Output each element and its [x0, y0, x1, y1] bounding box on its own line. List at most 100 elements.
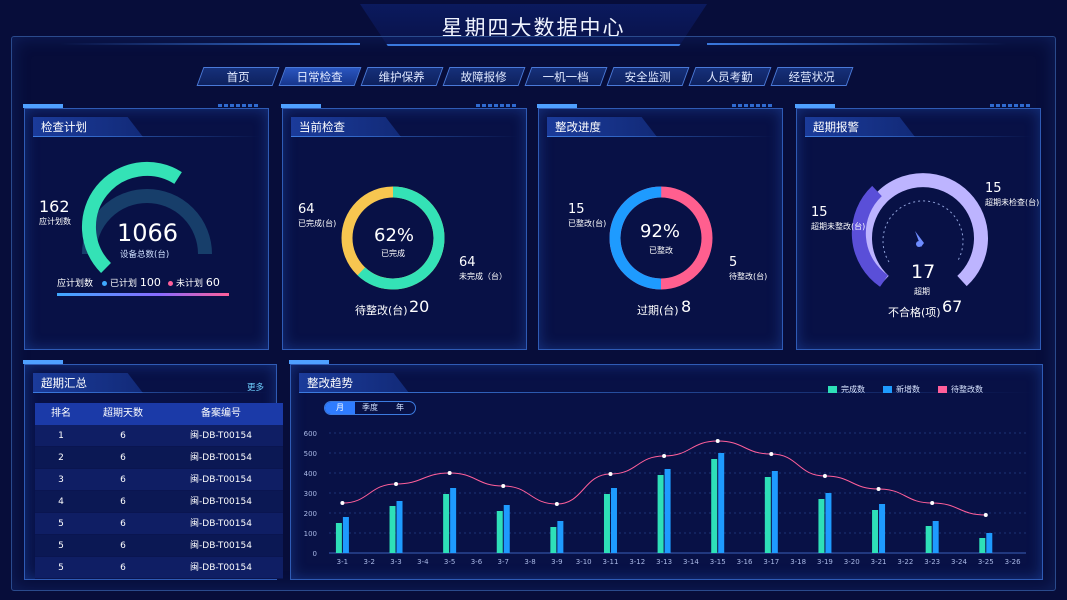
x-tick-label: 3-26 — [1005, 558, 1021, 566]
y-tick-label: 600 — [304, 430, 317, 438]
bar-done — [389, 506, 396, 553]
y-tick-label: 100 — [304, 530, 317, 538]
rectified-value: 15 — [568, 202, 585, 217]
x-tick-label: 3-21 — [871, 558, 887, 566]
x-tick-label: 3-16 — [737, 558, 753, 566]
fail-label: 不合格(项) — [888, 306, 941, 319]
rectify-percent: 92% — [640, 221, 681, 242]
panel-title: 当前检查 — [291, 117, 401, 137]
x-tick-label: 3-25 — [978, 558, 994, 566]
x-tick-label: 3-13 — [656, 558, 672, 566]
point-pending — [447, 471, 452, 475]
completed-label: 已完成(台) — [298, 219, 337, 228]
rectify-progress-panel: 整改进度 15 已整改(台) 92% 已整改 5 待整改(台) 过期(台) 8 — [537, 104, 783, 350]
nav-tab-attendance[interactable]: 人员考勤 — [688, 67, 772, 86]
donut-rectified — [609, 186, 713, 290]
check-percent: 62% — [374, 225, 415, 246]
table-row[interactable]: 5 6 闽-DB-T00154 — [35, 557, 283, 579]
gauge-progress — [81, 161, 182, 273]
point-pending — [608, 472, 613, 476]
header: 星期四大数据中心 — [0, 0, 1067, 50]
bar-new — [879, 504, 886, 553]
nav-tab-daily-check[interactable]: 日常检查 — [278, 67, 362, 86]
panel-title: 整改进度 — [547, 117, 657, 137]
bar-done — [872, 510, 879, 553]
nav-tab-repair[interactable]: 故障报修 — [442, 67, 526, 86]
table-row[interactable]: 3 6 闽-DB-T00154 — [35, 469, 283, 491]
trend-chart: 0 100 200 300 400 500 600 3-1 3-2 3-3 3-4 3-5 3-6 3-7… — [304, 430, 1026, 566]
donut-completed — [341, 186, 445, 290]
bar-done — [711, 459, 718, 553]
x-tick-label: 3-12 — [629, 558, 645, 566]
x-tick-label: 3-15 — [710, 558, 726, 566]
bar-new — [396, 501, 403, 553]
pending-value: 20 — [409, 297, 430, 316]
bar-new — [825, 493, 832, 553]
point-pending — [501, 484, 506, 488]
bar-new — [986, 533, 993, 553]
overdue-unchecked-label: 超期未检查(台) — [985, 198, 1040, 207]
gauge-progress — [851, 185, 889, 287]
nav-tab-safety[interactable]: 安全监测 — [606, 67, 690, 86]
table-row[interactable]: 2 6 闽-DB-T00154 — [35, 447, 283, 469]
period-quarter-button[interactable]: 季度 — [362, 403, 378, 412]
panel-title-underline — [291, 136, 518, 137]
period-month-button[interactable]: 月 — [325, 402, 355, 414]
more-link[interactable]: 更多 — [246, 383, 264, 393]
panel-title: 超期报警 — [805, 117, 915, 137]
total-value: 1066 — [117, 219, 179, 247]
planned-value: 162 — [39, 197, 70, 216]
gauge-ticks — [882, 200, 964, 263]
fail-value: 67 — [942, 297, 963, 316]
pending-rectify-value: 5 — [729, 255, 738, 270]
x-tick-label: 3-1 — [337, 558, 348, 566]
table-row[interactable]: 5 6 闽-DB-T00154 — [35, 535, 283, 557]
gauge-needle-pivot — [916, 241, 922, 247]
point-pending — [394, 482, 399, 486]
column-header-record-id: 备案编号 — [201, 408, 241, 419]
nav-tab-machine-file[interactable]: 一机一档 — [524, 67, 608, 86]
panel-corner-decoration — [537, 104, 577, 108]
bar-new — [610, 488, 617, 553]
overdue-table: 排名 超期天数 备案编号 1 6 闽-DB-T00154 2 6 闽-DB-T00154… — [35, 403, 283, 579]
table-row[interactable]: 1 6 闽-DB-T00154 — [35, 425, 283, 447]
panel-corner-decoration — [23, 104, 63, 108]
bar-done — [603, 494, 610, 553]
period-year-button[interactable]: 年 — [396, 403, 404, 412]
inspection-plan-gauge — [81, 161, 212, 273]
point-pending — [554, 502, 559, 506]
point-pending — [340, 501, 345, 505]
overdue-summary-panel: 超期汇总 更多 排名 超期天数 备案编号 1 6 闽-DB-T00154 2 6 闽-D… — [23, 360, 283, 580]
plan-ratio-bar — [57, 293, 229, 296]
x-tick-label: 3-3 — [390, 558, 401, 566]
bar-new — [450, 488, 457, 553]
point-pending — [769, 452, 774, 456]
legend-new: 新增数 — [883, 384, 920, 395]
x-tick-label: 3-10 — [576, 558, 592, 566]
bar-done — [335, 523, 342, 553]
nav-tab-home[interactable]: 首页 — [196, 67, 280, 86]
x-tick-label: 3-8 — [524, 558, 535, 566]
y-tick-label: 500 — [304, 450, 317, 458]
y-tick-label: 300 — [304, 490, 317, 498]
current-check-panel: 当前检查 64 已完成(台) 62% 已完成 64 未完成（台） 待整改(台) … — [281, 104, 527, 350]
overdue-center-value: 17 — [911, 261, 936, 283]
x-tick-label: 3-5 — [444, 558, 455, 566]
panel-corner-decoration — [289, 360, 329, 364]
bar-new — [342, 517, 349, 553]
table-body: 1 6 闽-DB-T00154 2 6 闽-DB-T00154 3 6 闽-DB-T0015… — [35, 425, 283, 579]
x-tick-label: 3-7 — [498, 558, 509, 566]
x-tick-label: 3-19 — [817, 558, 833, 566]
planned-undone-legend: 未计划 60 — [168, 276, 220, 289]
x-tick-label: 3-18 — [790, 558, 806, 566]
nav-tab-maintenance[interactable]: 维护保养 — [360, 67, 444, 86]
nav-tab-business[interactable]: 经营状况 — [770, 67, 854, 86]
legend-pending: 待整改数 — [938, 384, 983, 395]
bar-new — [557, 521, 564, 553]
table-row[interactable]: 4 6 闽-DB-T00154 — [35, 491, 283, 513]
table-row[interactable]: 5 6 闽-DB-T00154 — [35, 513, 283, 535]
bar-new — [718, 453, 725, 553]
y-tick-label: 400 — [304, 470, 317, 478]
panel-corner-decoration — [218, 104, 258, 107]
panel-title: 检查计划 — [33, 117, 143, 137]
